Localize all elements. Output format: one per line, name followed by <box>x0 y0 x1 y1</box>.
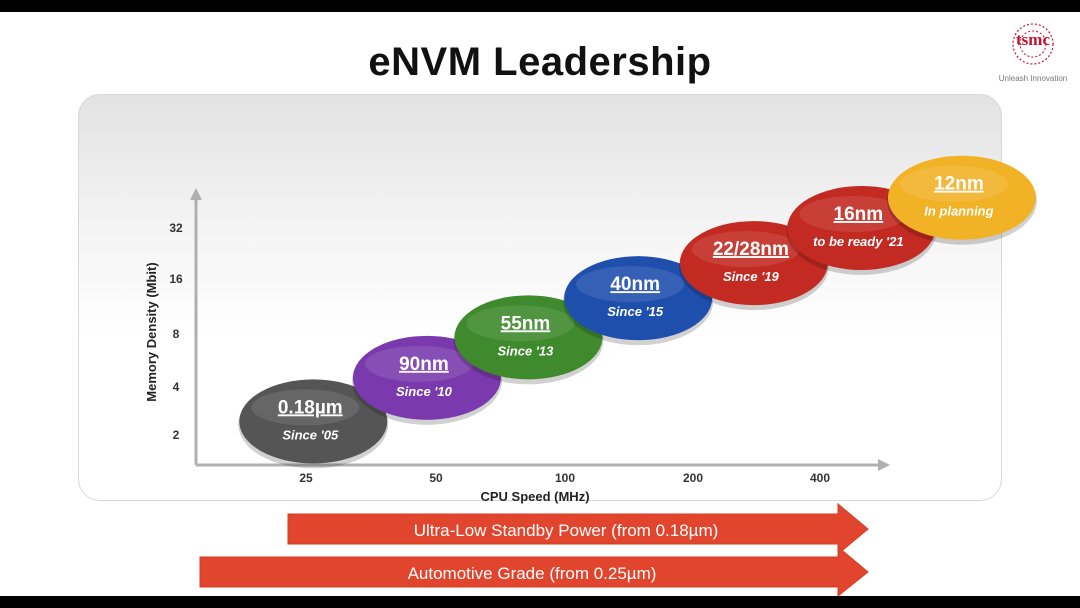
node-highlight <box>899 165 1008 202</box>
node-since-label: Since '10 <box>396 384 453 399</box>
x-tick-label: 50 <box>429 471 443 485</box>
logo-word: tsmc <box>1016 30 1050 49</box>
node-label: 12nm <box>934 174 984 195</box>
node-12nm: 12nm In planning <box>886 155 1037 245</box>
node-since-label: In planning <box>924 204 993 219</box>
node-label: 16nm <box>834 204 884 225</box>
node-label: 22/28nm <box>713 239 789 260</box>
node-highlight <box>364 345 473 382</box>
logo-tagline: Unleash Innovation <box>998 74 1068 83</box>
node-highlight <box>251 389 360 426</box>
x-axis-title: CPU Speed (MHz) <box>480 489 589 504</box>
node-ellipse <box>564 256 713 341</box>
y-tick-label: 8 <box>173 327 180 341</box>
arrow-standby-power: Ultra-Low Standby Power (from 0.18µm) <box>287 502 869 556</box>
y-tick-label: 2 <box>173 428 180 442</box>
node-highlight <box>799 196 908 232</box>
node-since-label: Since '19 <box>723 269 780 284</box>
node-ellipse <box>454 295 603 380</box>
arrows-layer: Ultra-Low Standby Power (from 0.18µm) Au… <box>199 502 869 596</box>
chart-axes: 25 50 100 200 400 2 4 8 16 32 CPU Speed (MHz) Memor… <box>144 188 890 504</box>
arrow-automotive-grade: Automotive Grade (from 0.25µm) <box>199 545 869 596</box>
node-highlight <box>466 305 575 342</box>
x-tick-label: 25 <box>299 471 313 485</box>
arrow-label: Automotive Grade (from 0.25µm) <box>408 564 657 583</box>
node-018m: 0.18µm Since '05 <box>238 379 389 469</box>
node-highlight <box>691 231 800 268</box>
x-axis-arrowhead <box>878 459 890 471</box>
page-title: eNVM Leadership <box>368 40 712 84</box>
x-tick-label: 200 <box>683 471 703 485</box>
node-40nm: 40nm Since '15 <box>563 256 714 346</box>
logo-globe-icon <box>1012 23 1054 65</box>
node-ellipse <box>239 379 388 464</box>
node-highlight <box>576 266 685 303</box>
y-axis-arrowhead <box>190 188 202 200</box>
y-tick-label: 16 <box>169 272 183 286</box>
node-since-label: Since '05 <box>282 427 339 442</box>
node-since-label: to be ready '21 <box>813 234 904 249</box>
node-ellipse <box>679 221 828 306</box>
y-tick-label: 32 <box>169 221 183 235</box>
node-55nm: 55nm Since '13 <box>453 295 604 385</box>
node-since-label: Since '15 <box>607 304 664 319</box>
node-label: 55nm <box>501 313 551 334</box>
arrow-label: Ultra-Low Standby Power (from 0.18µm) <box>414 521 719 540</box>
node-since-label: Since '13 <box>498 343 555 358</box>
node-label: 0.18µm <box>278 397 343 418</box>
x-tick-label: 400 <box>810 471 830 485</box>
y-axis-title: Memory Density (Mbit) <box>144 262 159 401</box>
y-tick-label: 4 <box>173 380 180 394</box>
node-label: 40nm <box>610 274 660 295</box>
node-2228nm: 22/28nm Since '19 <box>678 221 829 311</box>
x-tick-label: 100 <box>555 471 575 485</box>
chart-nodes: 0.18µm Since '05 90nm Since '10 55nm Since '1… <box>238 155 1037 469</box>
slide: eNVM Leadership tsmc Unleash Innovation … <box>0 12 1080 596</box>
chart: 25 50 100 200 400 2 4 8 16 32 CPU Speed (MHz) Memor… <box>144 155 1037 504</box>
node-label: 90nm <box>399 354 449 375</box>
node-ellipse <box>887 155 1036 240</box>
tsmc-logo: tsmc Unleash Innovation <box>999 18 1070 88</box>
